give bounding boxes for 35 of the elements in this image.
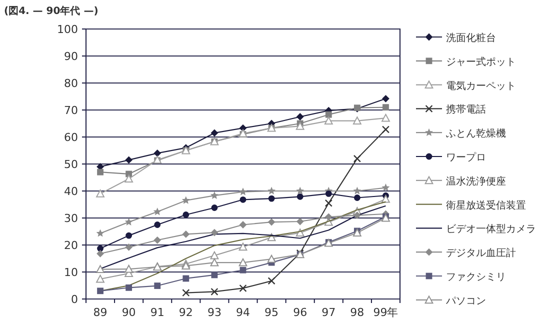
legend-label: ファクシミリ <box>446 272 506 283</box>
y-tick-label: 60 <box>64 131 78 144</box>
x-tick-label: 95 <box>264 306 279 319</box>
y-tick-label: 80 <box>64 77 78 90</box>
legend-label: 携帯電話 <box>446 104 486 116</box>
y-tick-label: 30 <box>64 212 78 225</box>
y-tick-label: 10 <box>64 266 78 279</box>
legend-label: 洗面化粧台 <box>446 32 496 44</box>
legend-label: 温水洗浄便座 <box>446 175 506 188</box>
y-tick-label: 70 <box>64 104 78 117</box>
legend-label: ふとん乾燥機 <box>445 128 506 140</box>
chart-title: (図4. — 90年代 —) <box>4 5 98 17</box>
y-tick-label: 50 <box>64 158 78 171</box>
legend-label: ビデオ一体型カメラ <box>446 223 536 236</box>
legend-label: パソコン <box>445 296 486 307</box>
y-tick-label: 40 <box>64 185 78 198</box>
x-tick-label: 93 <box>207 306 222 319</box>
y-tick-label: 90 <box>64 50 78 63</box>
x-tick-label: 96 <box>293 306 308 319</box>
x-tick-label: 90 <box>122 306 136 319</box>
legend-label: 衛星放送受信装置 <box>446 199 526 212</box>
x-tick-label: 94 <box>236 306 250 319</box>
x-tick-label: 97 <box>322 306 336 319</box>
legend-label: ワープロ <box>446 152 486 164</box>
x-tick-label: 98 <box>350 306 364 319</box>
legend-label: ジャー式ポット <box>446 56 516 68</box>
x-tick-label: 89 <box>93 306 108 319</box>
legend-label: デジタル血圧計 <box>446 247 516 260</box>
y-tick-label: 100 <box>57 23 78 36</box>
x-tick-label: 91 <box>150 306 164 319</box>
y-tick-label: 20 <box>64 239 78 252</box>
legend-label: 電気カーペット <box>446 80 516 92</box>
x-tick-label: 92 <box>178 306 193 319</box>
x-tick-label: 99年 <box>373 306 398 319</box>
y-tick-label: 0 <box>71 293 78 306</box>
